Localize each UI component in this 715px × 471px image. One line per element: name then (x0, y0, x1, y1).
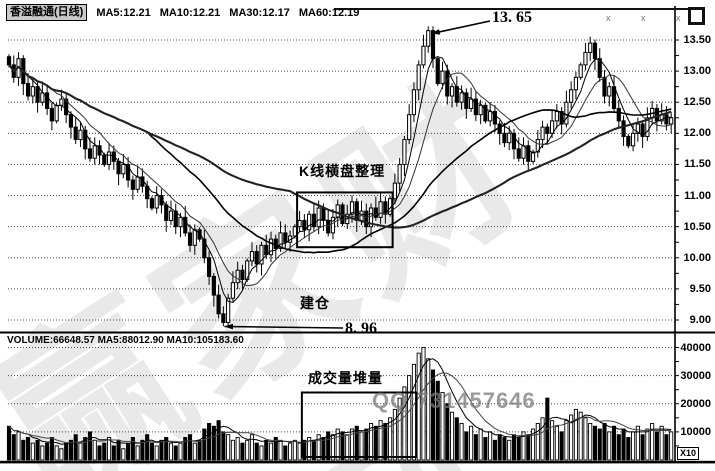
ma60-label: MA60:12.19 (298, 6, 360, 19)
axis-tick-label: 9.50 (689, 282, 711, 295)
window-box-icon[interactable] (688, 7, 705, 25)
axis-tick-label: 11.00 (684, 189, 711, 202)
volume-pile-annotation: 成交量堆量 (308, 370, 383, 386)
chart-header: 香溢融通(日线) MA5:12.21 MA10:12.21 MA30:12.17… (6, 4, 359, 21)
low-price-annotation: 8. 96 (345, 320, 377, 337)
axis-tick-label: 13.00 (683, 65, 711, 78)
axis-tick-label: 12.00 (683, 127, 711, 140)
volume-header: VOLUME:66648.57 MA5:88012.90 MA10:105183… (7, 335, 244, 346)
consolidation-annotation: K线横盘整理 (299, 163, 386, 179)
axis-tick-label: 9.00 (689, 313, 711, 326)
axis-tick-label: 40000 (680, 341, 711, 354)
axis-tick-label: 30000 (680, 369, 711, 382)
ma30-label: MA30:12.17 (229, 6, 290, 19)
volume-multiplier-badge: X10 (677, 447, 700, 460)
axis-tick-label: 10.50 (683, 220, 711, 233)
peak-price-annotation: 13. 65 (492, 9, 532, 26)
axis-tick-label: 20000 (680, 397, 711, 410)
ma5-label: MA5:12.21 (96, 6, 151, 19)
scan-artifact-line (334, 8, 694, 10)
axis-tick-label: 10.00 (683, 251, 711, 264)
axis-tick-label: 11.50 (684, 158, 711, 171)
qq-watermark: QQ:731457646 (372, 388, 536, 413)
axis-tick-label: 10000 (680, 425, 711, 438)
stock-title[interactable]: 香溢融通(日线) (6, 4, 88, 21)
ma10-label: MA10:12.21 (159, 6, 221, 19)
axis-tick-label: 13.50 (683, 34, 711, 46)
watermark-marks: x x x (606, 13, 695, 23)
build-position-annotation: 建仓 (300, 295, 330, 311)
axis-tick-label: 12.50 (683, 96, 711, 109)
